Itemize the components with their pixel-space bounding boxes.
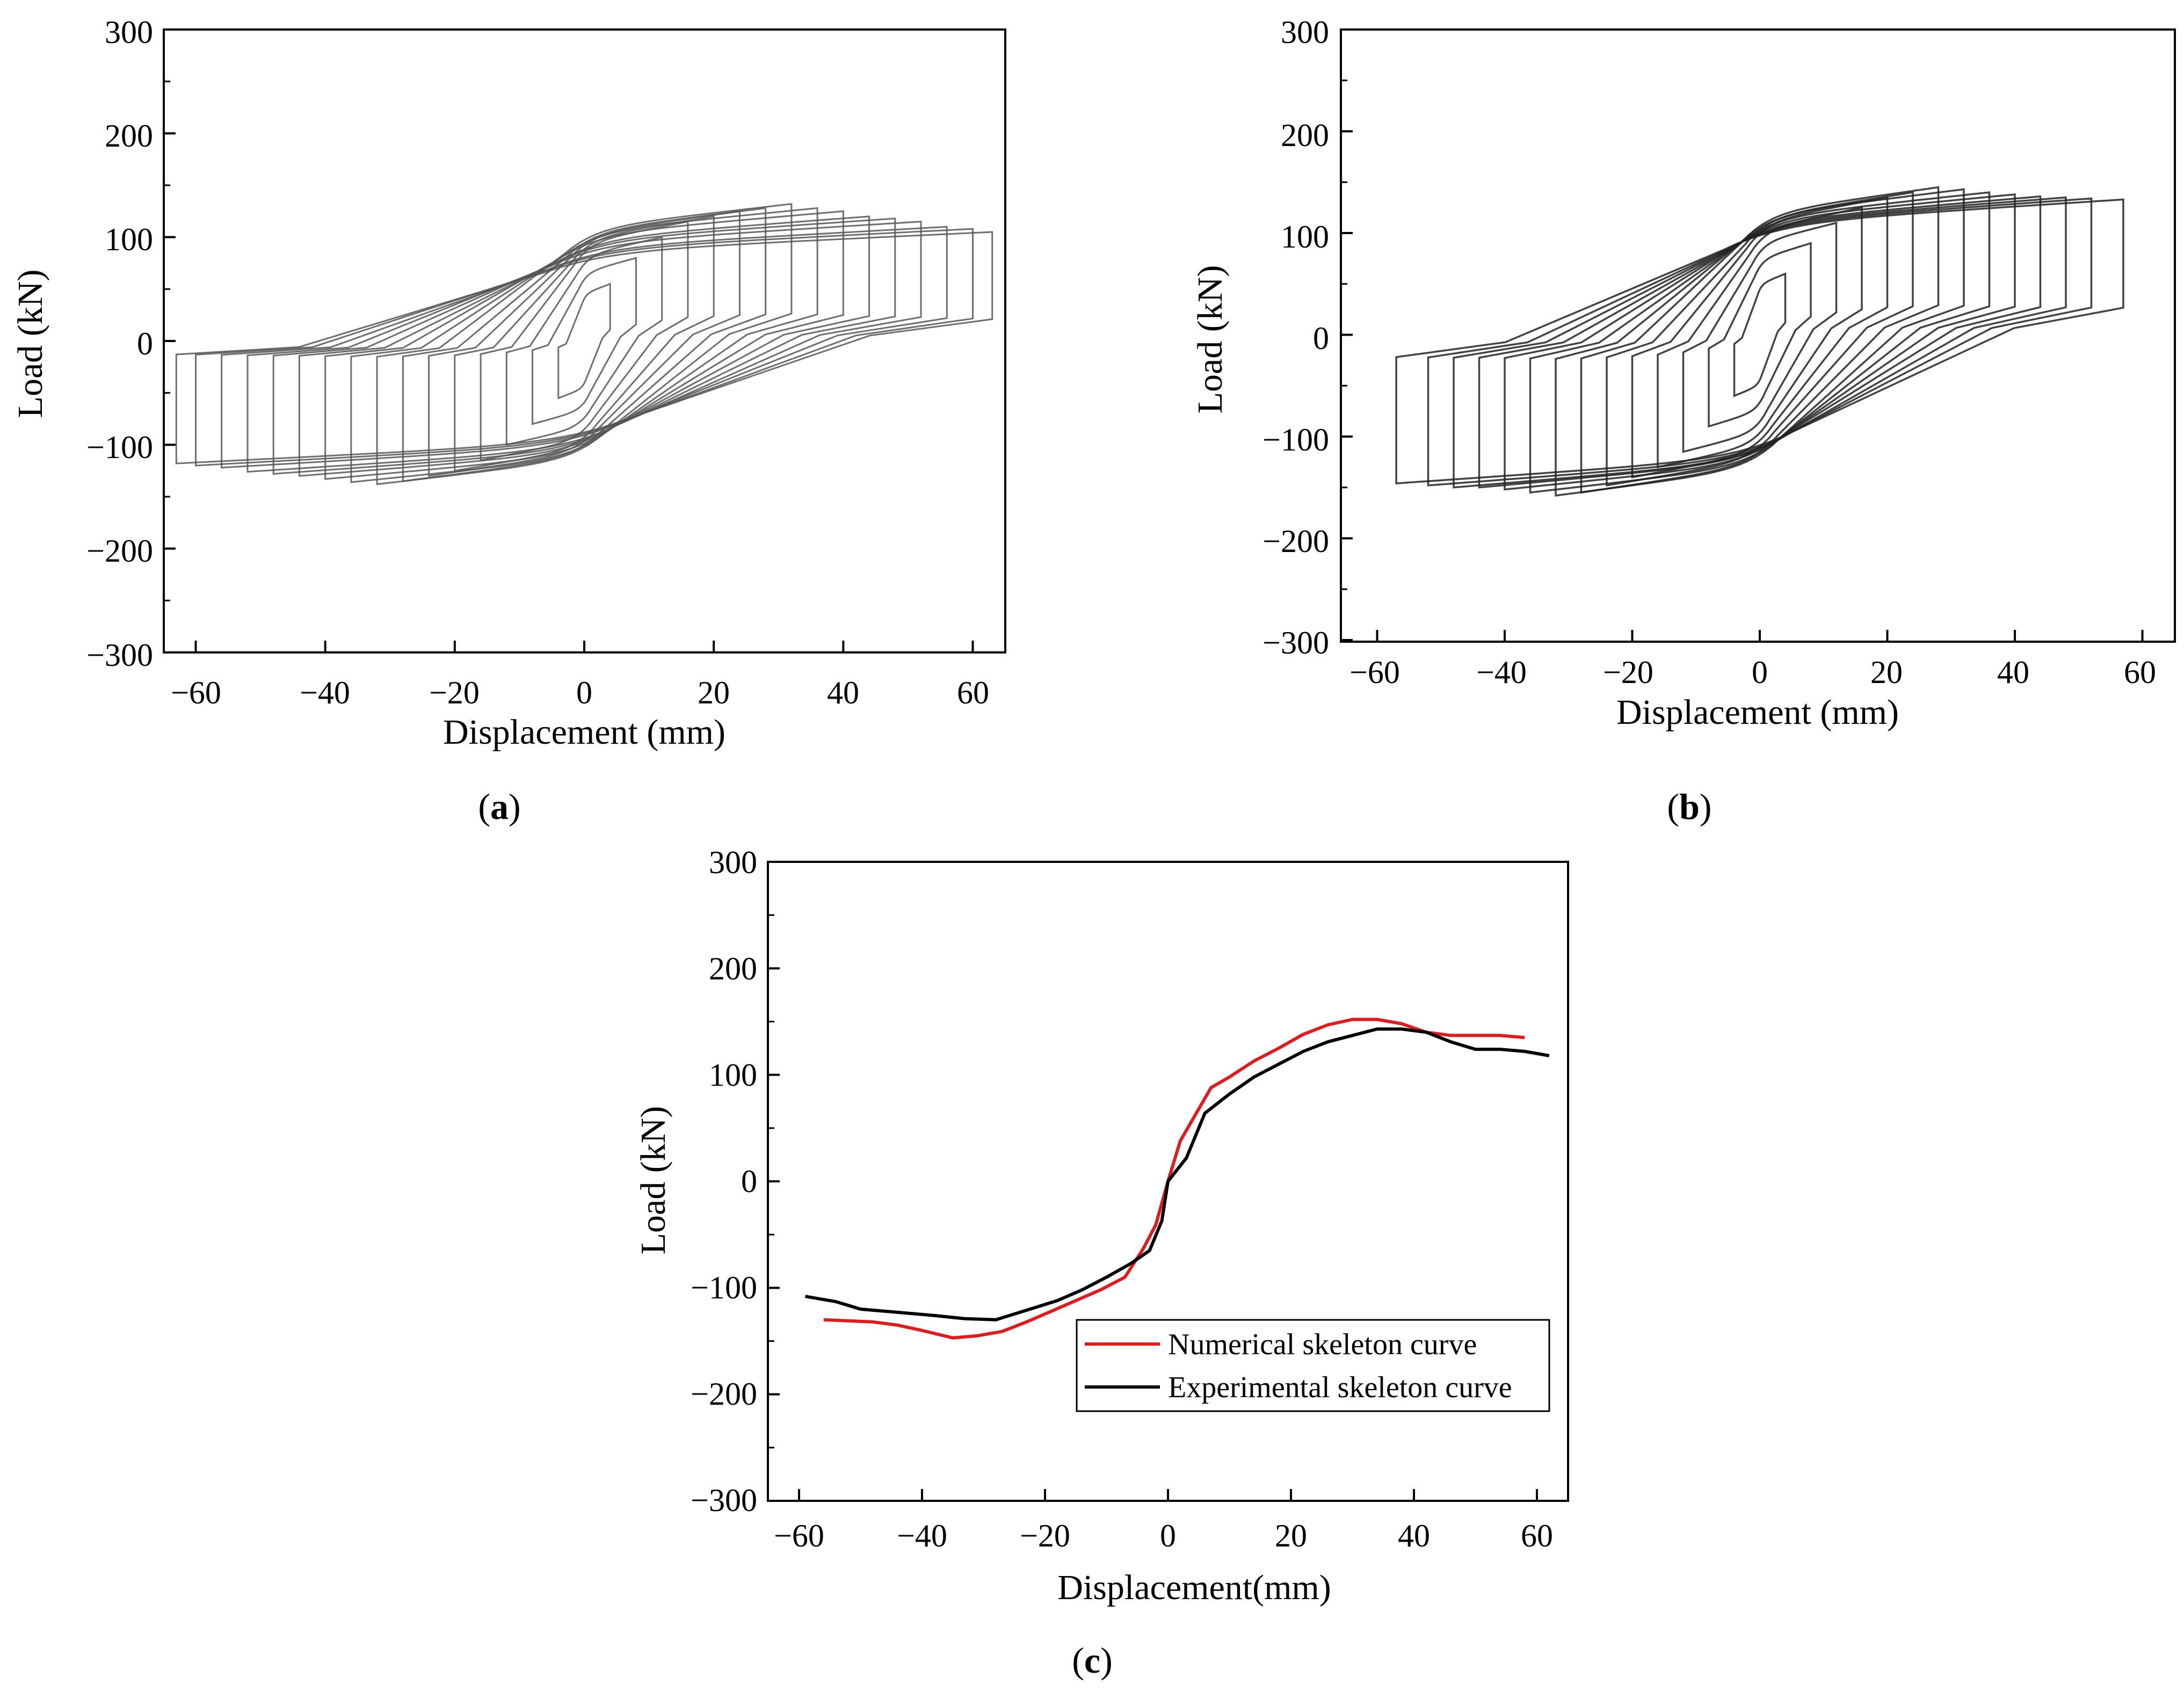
y-tick-label: −100 xyxy=(1262,422,1329,458)
x-tick-label: 20 xyxy=(1275,1518,1307,1553)
series-line-experimental xyxy=(804,1027,1550,1321)
hysteresis-loop xyxy=(505,236,663,446)
caption-letter: a xyxy=(490,786,509,827)
x-tick-label: −60 xyxy=(1349,655,1400,690)
x-tick-label: −60 xyxy=(171,675,221,710)
hysteresis-loop xyxy=(1682,221,1838,453)
ticks xyxy=(1341,28,2144,642)
x-tick-label: 0 xyxy=(1160,1518,1176,1553)
x-tick-label: 0 xyxy=(1752,655,1768,690)
x-tick-label: −60 xyxy=(774,1518,824,1553)
x-tick-label: 40 xyxy=(1997,655,2029,690)
panel-caption: (a) xyxy=(478,786,520,827)
x-tick-label: −40 xyxy=(1476,655,1527,690)
hysteresis-loop xyxy=(1478,195,2042,489)
y-tick-label: 0 xyxy=(741,1164,757,1199)
x-tick-label: 40 xyxy=(827,675,859,710)
panel-c: −60 −40 −20 0 20 40 60 300 200 100 0 −10… xyxy=(634,845,1569,1681)
y-tick-label: −200 xyxy=(1262,524,1329,559)
caption-letter: c xyxy=(1084,1640,1100,1681)
y-tick-label: −300 xyxy=(86,637,153,673)
hysteresis-loop xyxy=(1631,196,1889,478)
hysteresis-loop xyxy=(557,282,611,400)
y-tick-label: −200 xyxy=(86,533,153,569)
y-tick-label: −300 xyxy=(691,1483,757,1518)
hysteresis-loop xyxy=(532,257,637,425)
y-tick-label: −100 xyxy=(691,1270,757,1305)
panel-b: −60 −40 −20 0 20 40 60 300 200 100 0 −10… xyxy=(1191,14,2176,827)
y-tick-label: 300 xyxy=(1281,14,1329,50)
ticks xyxy=(768,861,1538,1502)
legend-label-experimental: Experimental skeleton curve xyxy=(1168,1371,1512,1404)
y-tick-label: 0 xyxy=(1313,321,1329,356)
x-tick-label: −20 xyxy=(1603,655,1653,690)
y-tick-label: 200 xyxy=(709,951,757,986)
hysteresis-loops xyxy=(1395,186,2124,497)
y-tick-label: −300 xyxy=(1262,625,1329,660)
y-tick-label: 300 xyxy=(709,845,757,880)
x-tick-label: −20 xyxy=(1020,1518,1070,1553)
y-tick-label: 300 xyxy=(105,14,153,50)
y-axis-title: Load (kN) xyxy=(634,1106,673,1255)
y-tick-label: 100 xyxy=(1281,219,1329,255)
hysteresis-loop xyxy=(175,231,993,464)
x-tick-label: −40 xyxy=(300,675,350,710)
x-tick-label: 20 xyxy=(698,675,730,710)
plot-frame xyxy=(1340,28,2176,643)
hysteresis-loop xyxy=(1657,206,1863,468)
y-tick-label: 100 xyxy=(105,222,153,257)
legend: Numerical skeleton curve Experimental sk… xyxy=(1076,1319,1550,1412)
panel-caption: (c) xyxy=(1072,1640,1113,1681)
x-tick-label: 20 xyxy=(1870,655,1903,690)
x-tick-label: −40 xyxy=(897,1518,947,1553)
panel-a: −60 −40 −20 0 20 40 60 300 200 100 0 −10… xyxy=(11,14,1006,827)
panel-caption: (b) xyxy=(1667,786,1711,827)
x-tick-label: 40 xyxy=(1398,1518,1430,1553)
y-tick-label: −100 xyxy=(86,430,153,465)
hysteresis-loops xyxy=(175,203,993,485)
hysteresis-loop xyxy=(246,221,922,473)
plot-frame xyxy=(163,28,1006,653)
x-tick-label: 0 xyxy=(576,675,592,710)
y-tick-label: 100 xyxy=(709,1057,757,1093)
y-tick-label: 200 xyxy=(105,118,153,154)
legend-label-numerical: Numerical skeleton curve xyxy=(1168,1328,1477,1361)
hysteresis-loop xyxy=(454,215,715,472)
y-axis-title: Load (kN) xyxy=(11,270,50,418)
y-tick-label: 200 xyxy=(1281,118,1329,153)
x-axis-title: Displacement (mm) xyxy=(443,713,725,752)
hysteresis-loop xyxy=(1708,242,1812,428)
x-tick-label: 60 xyxy=(957,675,989,710)
caption-letter: b xyxy=(1679,786,1700,827)
x-tick-label: 60 xyxy=(2124,655,2156,690)
x-axis-title: Displacement(mm) xyxy=(1057,1568,1331,1607)
y-tick-label: −200 xyxy=(691,1376,757,1412)
legend-box xyxy=(1076,1319,1550,1412)
hysteresis-loop xyxy=(1733,272,1787,397)
y-tick-label: 0 xyxy=(137,326,153,361)
ticks xyxy=(164,28,974,653)
y-axis-title: Load (kN) xyxy=(1191,265,1230,414)
series-lines xyxy=(804,1018,1550,1340)
x-axis-title: Displacement (mm) xyxy=(1616,693,1899,732)
series-line-numerical xyxy=(823,1018,1525,1340)
x-tick-label: −20 xyxy=(429,675,480,710)
hysteresis-loop xyxy=(1395,198,2124,485)
x-tick-label: 60 xyxy=(1521,1518,1553,1553)
